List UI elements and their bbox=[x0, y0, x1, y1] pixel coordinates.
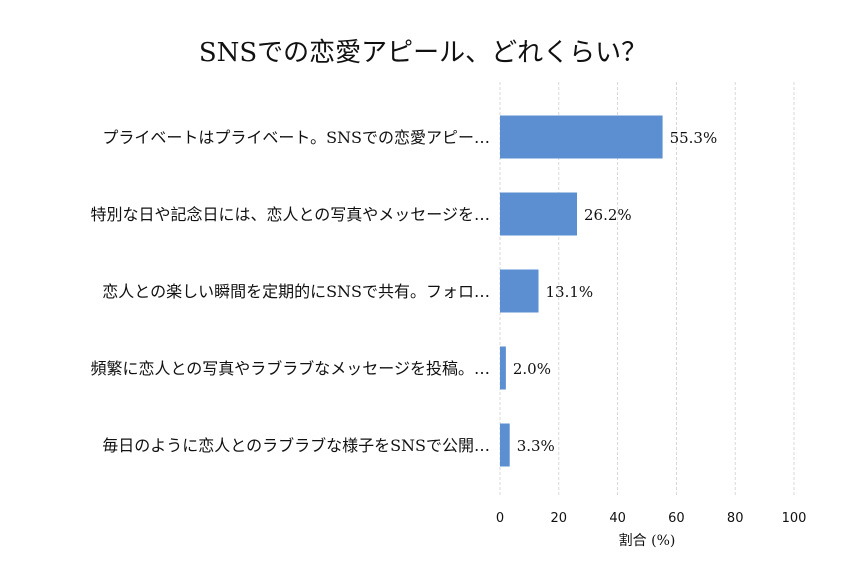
data-label: 2.0% bbox=[513, 360, 551, 378]
bars bbox=[500, 115, 663, 467]
category-label: 頻繁に恋人との写真やラブラブなメッセージを投稿。… bbox=[90, 359, 490, 378]
category-label: プライベートはプライベート。SNSでの恋愛アピー… bbox=[102, 128, 490, 147]
data-label: 26.2% bbox=[584, 206, 632, 224]
category-label: 毎日のように恋人とのラブラブな様子をSNSで公開… bbox=[102, 436, 490, 455]
x-tick-label: 80 bbox=[727, 511, 744, 526]
x-tick-labels: 0 20 40 60 80 100 bbox=[496, 511, 807, 526]
chart-title: SNSでの恋愛アピール、どれくらい？ bbox=[198, 38, 648, 68]
bar bbox=[500, 115, 663, 159]
category-label: 特別な日や記念日には、恋人との写真やメッセージを… bbox=[90, 205, 490, 224]
value-labels: 55.3% 26.2% 13.1% 2.0% 3.3% bbox=[513, 129, 717, 455]
bar bbox=[500, 269, 539, 313]
bar bbox=[500, 192, 578, 236]
x-tick-label: 100 bbox=[782, 511, 807, 526]
x-tick-label: 60 bbox=[668, 511, 685, 526]
category-labels: プライベートはプライベート。SNSでの恋愛アピー… 特別な日や記念日には、恋人との… bbox=[90, 128, 490, 455]
x-axis-title: 割合 (%) bbox=[619, 532, 676, 549]
data-label: 55.3% bbox=[670, 129, 718, 147]
x-tick-label: 20 bbox=[551, 511, 568, 526]
category-label: 恋人との楽しい瞬間を定期的にSNSで共有。フォロ… bbox=[102, 282, 490, 301]
data-label: 3.3% bbox=[517, 437, 555, 455]
x-tick-label: 0 bbox=[496, 511, 504, 526]
bar bbox=[500, 346, 506, 390]
x-tick-label: 40 bbox=[609, 511, 626, 526]
data-label: 13.1% bbox=[546, 283, 594, 301]
bar bbox=[500, 423, 510, 467]
